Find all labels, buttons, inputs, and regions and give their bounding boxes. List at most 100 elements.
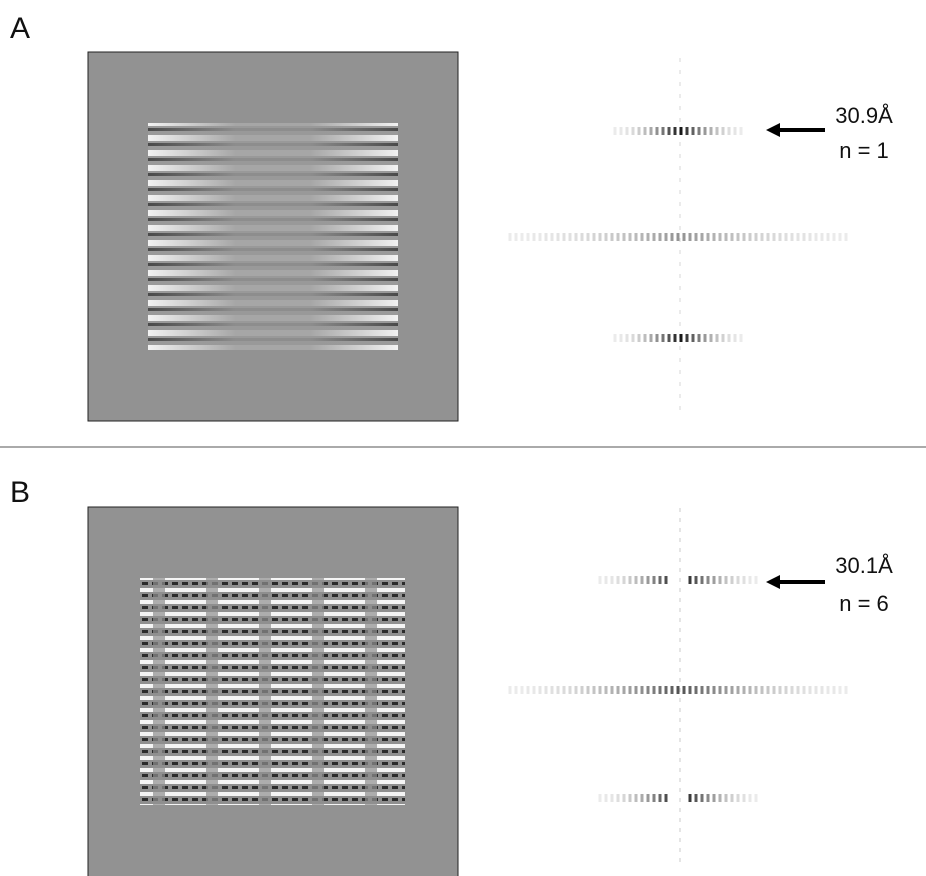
diffraction-spot (568, 233, 572, 241)
diffraction-spot (754, 233, 758, 241)
diffraction-spot (742, 794, 746, 802)
diffraction-spot (568, 686, 572, 694)
diffraction-spot (652, 686, 656, 694)
diffraction-spot (688, 686, 692, 694)
diffraction-spot (604, 576, 608, 584)
diffraction-spot (838, 233, 842, 241)
diffraction-spot (592, 686, 596, 694)
diffraction-spot (667, 334, 671, 342)
diffraction-spot (631, 334, 635, 342)
annotation-spacing: 30.9Å (835, 103, 893, 128)
diffraction-spot (802, 233, 806, 241)
diffraction-spot (742, 233, 746, 241)
diffraction-spot (736, 233, 740, 241)
diffraction-spot (640, 794, 644, 802)
diffraction-spot (634, 576, 638, 584)
diffraction-spot (688, 233, 692, 241)
diffraction-spot (679, 142, 681, 146)
panel-label: A (10, 12, 30, 45)
diffraction-spot (556, 233, 560, 241)
diffraction-spot (724, 576, 728, 584)
diffraction-spot (622, 576, 626, 584)
diffraction-spot (688, 576, 692, 584)
diffraction-spot (625, 127, 629, 135)
diffraction-spot (718, 576, 722, 584)
diffraction-spot (520, 233, 524, 241)
diffraction-spot (664, 794, 668, 802)
diffraction-spot (610, 233, 614, 241)
diffraction-spot (598, 233, 602, 241)
diffraction-spot (730, 686, 734, 694)
diffraction-spot (679, 588, 681, 592)
diffraction-spot (679, 718, 681, 722)
diffraction-spot (640, 233, 644, 241)
diffraction-spot (721, 334, 725, 342)
diffraction-spot (760, 686, 764, 694)
diffraction-spot (736, 576, 740, 584)
diffraction-spot (637, 127, 641, 135)
diffraction-spot (796, 686, 800, 694)
diffraction-spot (718, 686, 722, 694)
diffraction-spot (739, 334, 743, 342)
diffraction-spot (691, 127, 695, 135)
diffraction-spot (685, 127, 689, 135)
diffraction-spot (754, 686, 758, 694)
diffraction-spot (550, 686, 554, 694)
diffraction-spot (814, 686, 818, 694)
diffraction-spot (631, 127, 635, 135)
diffraction-spot (679, 838, 681, 842)
diffraction-spot (628, 576, 632, 584)
diffraction-spot (679, 568, 681, 572)
diffraction-spot (604, 794, 608, 802)
diffraction-spot (790, 686, 794, 694)
diffraction-spot (679, 130, 681, 134)
diffraction-spot (679, 154, 681, 158)
diffraction-spot (622, 233, 626, 241)
diffraction-spot (820, 233, 824, 241)
diffraction-spot (586, 686, 590, 694)
diffraction-spot (703, 334, 707, 342)
diffraction-spot (679, 598, 681, 602)
diffraction-spot (832, 233, 836, 241)
diffraction-spot (679, 518, 681, 522)
diffraction-spot (604, 686, 608, 694)
diffraction-spot (718, 794, 722, 802)
diffraction-spot (772, 233, 776, 241)
diffraction-pattern (508, 508, 848, 862)
diffraction-spot (562, 233, 566, 241)
diffraction-spot (667, 127, 671, 135)
diffraction-spot (691, 334, 695, 342)
diffraction-spot (727, 127, 731, 135)
diffraction-spot (625, 334, 629, 342)
diffraction-spot (616, 686, 620, 694)
diffraction-spot (538, 233, 542, 241)
diffraction-spot (661, 127, 665, 135)
diffraction-spot (748, 686, 752, 694)
diffraction-spot (670, 686, 674, 694)
diffraction-spot (679, 528, 681, 532)
diffraction-spot (679, 190, 681, 194)
diffraction-spot (778, 233, 782, 241)
diffraction-spot (610, 794, 614, 802)
diffraction-spot (679, 334, 681, 338)
diffraction-spot (679, 748, 681, 752)
diffraction-spot (616, 794, 620, 802)
diffraction-spot (712, 576, 716, 584)
diffraction-spot (778, 686, 782, 694)
annotation-order: n = 1 (839, 138, 889, 163)
diffraction-spot (514, 686, 518, 694)
diffraction-spot (760, 233, 764, 241)
diffraction-spot (679, 382, 681, 386)
diffraction-spot (679, 578, 681, 582)
diffraction-spot (679, 346, 681, 350)
diffraction-spot (679, 94, 681, 98)
diffraction-spot (715, 127, 719, 135)
diffraction-spot (724, 686, 728, 694)
diffraction-spot (679, 758, 681, 762)
diffraction-spot (622, 794, 626, 802)
diffraction-spot (628, 686, 632, 694)
diffraction-spot (634, 233, 638, 241)
diffraction-spot (604, 233, 608, 241)
diffraction-spot (727, 334, 731, 342)
diffraction-spot (709, 127, 713, 135)
